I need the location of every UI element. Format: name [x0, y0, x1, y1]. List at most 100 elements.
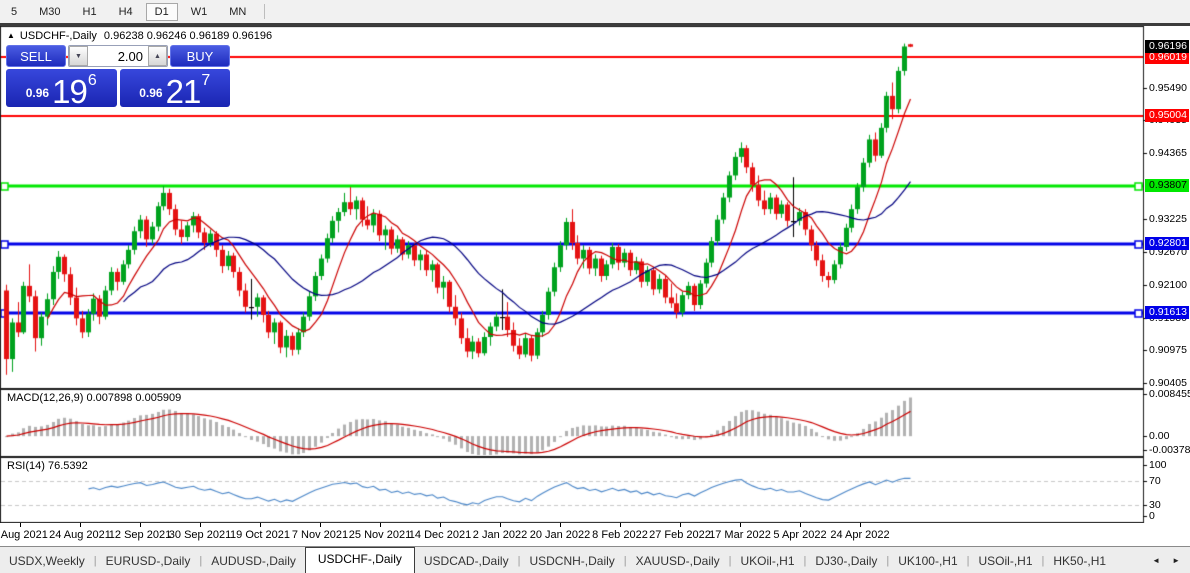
- collapse-trade-panel-icon[interactable]: ▲: [7, 31, 15, 40]
- time-axis-tick: [680, 523, 681, 527]
- time-axis-tick: [800, 523, 801, 527]
- chart-tab-audusd-daily[interactable]: AUDUSD-,Daily: [211, 554, 296, 568]
- chart-tab-usdchf-daily[interactable]: USDCHF-,Daily: [304, 547, 415, 573]
- chart-tab-usdcnh-daily[interactable]: USDCNH-,Daily: [529, 554, 615, 568]
- tab-separator: |: [966, 555, 970, 567]
- time-axis-tick: [500, 523, 501, 527]
- sell-button[interactable]: SELL: [6, 45, 66, 67]
- tab-separator: |: [623, 555, 627, 567]
- hline-price-badge: 0.91613: [1145, 306, 1189, 320]
- rsi-axis-label: 100: [1149, 459, 1167, 471]
- toolbar-separator: [264, 4, 266, 19]
- sell-price-tile[interactable]: 0.96 19 6: [6, 69, 117, 110]
- time-axis-label: 7 Nov 2021: [291, 529, 349, 541]
- chart-tab-xauusd-daily[interactable]: XAUUSD-,Daily: [635, 554, 720, 568]
- time-axis-label: 30 Sep 2021: [168, 529, 232, 541]
- tab-scroll-left-icon[interactable]: ◄: [1152, 555, 1161, 565]
- timeframe-button-m30[interactable]: M30: [39, 5, 61, 18]
- timeframe-button-w1[interactable]: W1: [190, 5, 208, 18]
- volume-input[interactable]: [88, 46, 148, 66]
- chart-tab-eurusd-daily[interactable]: EURUSD-,Daily: [105, 554, 191, 568]
- chart-tab-usdx-weekly[interactable]: USDX,Weekly: [9, 554, 85, 568]
- time-axis-label: 14 Dec 2021: [408, 529, 472, 541]
- price-axis-label: 0.90405: [1149, 377, 1187, 390]
- buy-price-big: 21: [165, 72, 202, 110]
- macd-axis-label: 0.00: [1149, 430, 1170, 443]
- ohlc-values: 0.96238 0.96246 0.96189 0.96196: [103, 30, 273, 42]
- time-axis-label: 24 Apr 2022: [830, 529, 890, 541]
- time-axis-label: 27 Feb 2022: [649, 529, 711, 541]
- chart-tab-bar: USDX,Weekly | EURUSD-,Daily | AUDUSD-,Daily U…: [0, 546, 1190, 573]
- chart-tab-dj30-daily[interactable]: DJ30-,Daily: [815, 554, 878, 568]
- hline-price-badge: 0.95004: [1145, 109, 1189, 123]
- current-price-badge: 0.96196: [1145, 40, 1189, 54]
- hline-price-badge: 0.96019: [1145, 50, 1189, 64]
- rsi-axis-label: 30: [1149, 498, 1161, 511]
- hline-price-badge: 0.93807: [1145, 179, 1189, 193]
- tab-separator: |: [199, 555, 203, 567]
- timeframe-button-h4[interactable]: H4: [118, 5, 133, 18]
- timeframe-button-mn[interactable]: MN: [229, 5, 247, 18]
- time-axis-label: 5 Apr 2022: [773, 529, 827, 541]
- chart-title: ▲ USDCHF-,Daily 0.96238 0.96246 0.96189 0.…: [7, 30, 272, 42]
- time-axis-tick: [560, 523, 561, 527]
- volume-increase-button[interactable]: ▲: [148, 46, 167, 66]
- price-axis[interactable]: 0.954900.949350.943650.932250.926700.921…: [1143, 26, 1190, 523]
- chart-tab-usoil-h1[interactable]: USOil-,H1: [978, 554, 1033, 568]
- chart-tab-ukoil-h1[interactable]: UKOil-,H1: [740, 554, 795, 568]
- timeframe-button-h1[interactable]: H1: [82, 5, 97, 18]
- time-axis-tick: [320, 523, 321, 527]
- one-click-trade-panel: SELL ▼ ▲ BUY 0.96 19 6 0.96 21 7: [6, 45, 230, 110]
- macd-indicator-label: MACD(12,26,9) 0.007898 0.005909: [7, 392, 182, 404]
- tab-separator: |: [517, 555, 521, 567]
- time-axis-tick: [620, 523, 621, 527]
- time-axis-label: 12 Sep 2021: [108, 529, 172, 541]
- buy-button[interactable]: BUY: [170, 45, 230, 67]
- timeframe-button-d1[interactable]: D1: [145, 2, 178, 21]
- price-axis-label: 0.95490: [1149, 81, 1187, 94]
- buy-price-pipette: 7: [201, 72, 211, 89]
- timeframe-toolbar: 5 M30 H1 H4 D1 W1 MN: [0, 0, 1190, 26]
- time-axis-tick: [380, 523, 381, 527]
- time-axis-label: 5 Aug 2021: [0, 529, 48, 541]
- sell-price-big: 19: [52, 72, 88, 110]
- rsi-indicator-label: RSI(14) 76.5392: [7, 460, 88, 472]
- volume-spinner: ▼ ▲: [68, 45, 168, 67]
- rsi-axis-label: 70: [1149, 475, 1161, 488]
- tab-scroll-arrows: ◄ ►: [1146, 547, 1190, 573]
- tab-separator: |: [728, 555, 732, 567]
- sell-price-prefix: 0.96: [25, 86, 50, 100]
- rsi-axis-label: 0: [1149, 510, 1155, 522]
- timeframe-button-5[interactable]: 5: [11, 5, 18, 18]
- time-axis-label: 19 Oct 2021: [230, 529, 290, 541]
- time-axis-tick: [260, 523, 261, 527]
- chart-canvas[interactable]: [0, 26, 1190, 523]
- price-axis-label: 0.94365: [1149, 147, 1187, 160]
- chart-tab-uk100-h1[interactable]: UK100-,H1: [898, 554, 958, 568]
- tab-scroll-right-icon[interactable]: ►: [1172, 555, 1180, 565]
- buy-price-tile[interactable]: 0.96 21 7: [119, 69, 230, 110]
- time-axis-tick: [80, 523, 81, 527]
- time-axis-tick: [140, 523, 141, 527]
- volume-decrease-button[interactable]: ▼: [69, 46, 88, 66]
- sell-price-pipette: 6: [87, 72, 97, 89]
- buy-price-prefix: 0.96: [139, 86, 163, 100]
- time-axis-label: 20 Jan 2022: [529, 529, 591, 541]
- price-axis-label: 0.93225: [1149, 213, 1187, 226]
- macd-axis-label: 0.008455: [1149, 388, 1190, 400]
- time-axis-tick: [200, 523, 201, 527]
- symbol-name: USDCHF-,Daily: [19, 30, 97, 42]
- time-axis-tick: [740, 523, 741, 527]
- price-axis-label: 0.90975: [1149, 344, 1187, 357]
- tab-separator: |: [93, 555, 97, 567]
- time-axis-label: 25 Nov 2021: [348, 529, 412, 541]
- time-axis-tick: [20, 523, 21, 527]
- tab-separator: |: [1041, 555, 1045, 567]
- tab-separator: |: [803, 555, 807, 567]
- chart-tab-hk50-h1[interactable]: HK50-,H1: [1053, 554, 1107, 568]
- time-axis-label: 24 Aug 2021: [49, 529, 111, 541]
- chart-tab-usdcad-daily[interactable]: USDCAD-,Daily: [423, 554, 509, 568]
- time-axis-label: 17 Mar 2022: [709, 529, 771, 541]
